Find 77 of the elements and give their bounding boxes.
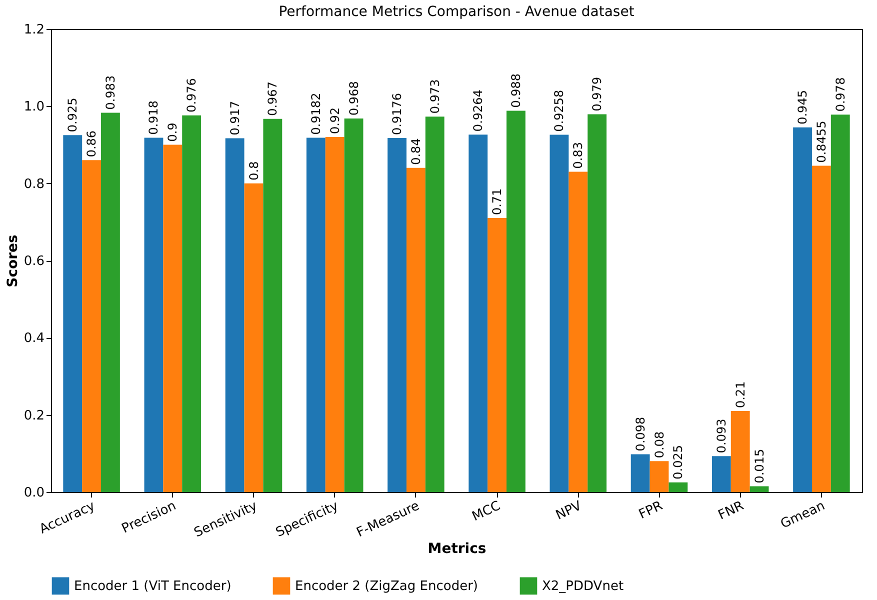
data-label: 0.093 [714,418,728,454]
y-tick-label: 0.2 [24,408,44,424]
data-label: 0.979 [590,76,604,112]
bar [468,134,488,492]
data-label: 0.968 [346,81,361,116]
x-axis-title: Metrics [428,540,486,557]
bar [406,168,426,492]
bar [750,486,769,492]
data-label: 0.9258 [552,90,566,132]
bar [712,456,731,492]
bar [306,138,326,492]
data-label: 0.973 [428,79,442,114]
bar [63,135,82,492]
y-tick-label: 0.0 [24,486,44,500]
bar [182,115,202,492]
data-label: 0.967 [266,82,280,116]
x-tick-label: FPR [636,498,666,522]
y-tick-label: 0.8 [24,176,44,192]
bar [225,138,244,492]
y-tick-label: 0.6 [24,254,44,269]
bar [550,134,569,492]
data-label: 0.71 [490,188,504,216]
data-label: 0.978 [833,77,848,112]
data-label: 0.925 [66,98,80,132]
data-label: 0.84 [408,138,423,165]
bar [812,166,831,492]
bar [650,461,669,492]
data-label: 0.917 [228,100,242,136]
bar [82,160,102,492]
data-label: 0.976 [184,78,199,112]
x-tick-label: FNR [716,498,746,524]
bar [388,138,406,492]
data-label: 0.86 [84,130,99,158]
bar [568,172,588,492]
bar [263,118,282,492]
y-tick-label: 0.4 [24,331,44,346]
bar [730,410,750,492]
data-label: 0.015 [752,448,766,484]
data-label: 0.9 [166,122,180,142]
data-label: 0.9264 [471,90,486,132]
data-label: 0.8 [246,161,261,180]
bar [488,218,507,492]
data-label: 0.025 [671,444,686,480]
legend-label: X2_PDDVnet [542,578,624,594]
data-label: 0.9182 [308,92,323,135]
y-tick-label: 1.0 [24,100,44,115]
chart-title: Performance Metrics Comparison - Avenue dataset [278,4,635,20]
bar [244,183,264,492]
bar [793,127,812,492]
bar [325,137,344,492]
y-tick-label: 1.2 [24,22,44,38]
bar [668,482,688,492]
bar [163,144,182,492]
data-label: 0.08 [652,431,666,458]
bar [144,138,164,492]
legend-label: Encoder 1 (ViT Encoder) [74,578,232,594]
bar [588,114,607,492]
bar [630,454,650,492]
bar [101,112,120,492]
data-label: 0.8455 [814,120,828,163]
data-label: 0.918 [146,100,161,135]
data-label: 0.9176 [390,92,404,135]
bar [506,110,526,492]
data-label: 0.098 [633,416,648,452]
data-label: 0.21 [733,381,748,408]
data-label: 0.988 [508,73,523,108]
data-label: 0.83 [571,142,586,169]
legend-label: Encoder 2 (ZigZag Encoder) [295,578,478,594]
bar [830,114,850,492]
data-label: 0.945 [796,90,810,124]
bar [344,118,364,492]
data-label: 0.983 [103,75,118,110]
x-tick-label: NPV [554,498,584,524]
bar [425,116,444,492]
y-axis-title: Scores [4,234,21,288]
data-label: 0.92 [328,107,342,134]
x-tick-label: MCC [470,498,503,525]
